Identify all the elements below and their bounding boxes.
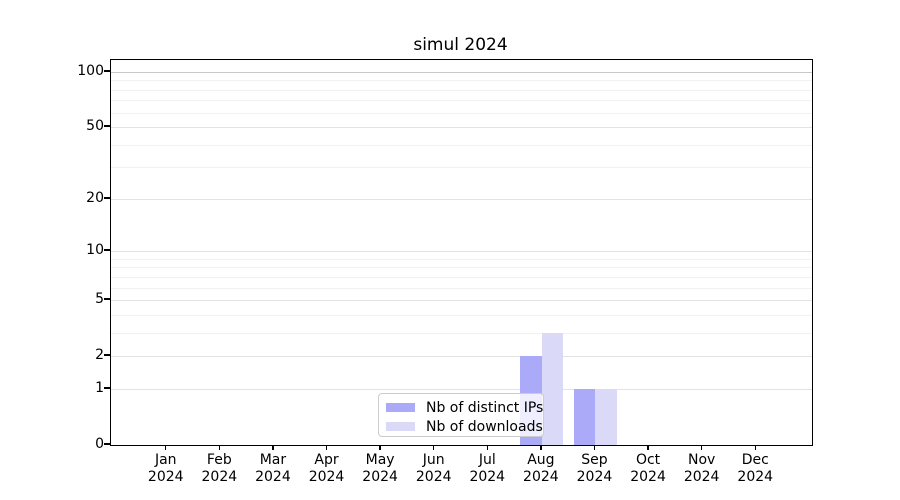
legend-row: Nb of distinct IPs bbox=[379, 398, 543, 417]
gridline-minor bbox=[111, 267, 812, 269]
gridline-minor bbox=[111, 144, 812, 146]
y-tick-label: 2 bbox=[95, 347, 104, 364]
gridline-minor bbox=[111, 258, 812, 260]
x-tick-label: Dec 2024 bbox=[737, 452, 774, 485]
legend-swatch bbox=[386, 403, 415, 412]
gridline-minor bbox=[111, 332, 812, 334]
x-tick bbox=[700, 445, 703, 450]
gridline-major bbox=[111, 71, 812, 73]
y-tick bbox=[104, 125, 110, 127]
x-tick-label: Aug 2024 bbox=[523, 452, 559, 485]
x-tick-label: Jan 2024 bbox=[147, 452, 184, 485]
gridline-major bbox=[111, 388, 812, 390]
gridline-major bbox=[111, 356, 812, 358]
x-tick bbox=[540, 445, 542, 450]
bar-distinct-ips bbox=[574, 388, 596, 445]
y-tick-label: 5 bbox=[95, 291, 104, 308]
y-tick bbox=[104, 197, 110, 199]
legend-label: Nb of distinct IPs bbox=[426, 399, 544, 416]
y-tick bbox=[104, 298, 110, 300]
plot-area: Nb of distinct IPs Nb of downloads bbox=[110, 59, 813, 446]
x-tick-label: Sep 2024 bbox=[576, 452, 613, 485]
y-tick bbox=[104, 443, 110, 445]
y-tick-label: 20 bbox=[86, 189, 104, 206]
gridline-minor bbox=[111, 167, 812, 169]
y-tick-label: 10 bbox=[86, 242, 104, 259]
x-tick-label: Nov 2024 bbox=[683, 452, 720, 485]
gridline-minor bbox=[111, 80, 812, 82]
chart-title: simul 2024 bbox=[413, 35, 508, 55]
x-tick-label: Feb 2024 bbox=[201, 452, 238, 485]
x-tick-label: Jun 2024 bbox=[415, 452, 452, 485]
x-tick bbox=[593, 445, 596, 450]
legend: Nb of distinct IPs Nb of downloads bbox=[378, 393, 544, 437]
legend-swatch bbox=[386, 422, 415, 431]
bar-downloads bbox=[595, 388, 617, 445]
gridline-minor bbox=[111, 89, 812, 91]
x-tick-label: May 2024 bbox=[362, 452, 398, 485]
x-tick bbox=[165, 445, 167, 450]
x-tick bbox=[325, 445, 328, 450]
x-tick bbox=[218, 445, 221, 450]
y-tick bbox=[104, 249, 110, 251]
x-tick bbox=[379, 445, 381, 450]
x-tick bbox=[647, 445, 649, 450]
gridline-major bbox=[111, 127, 812, 129]
gridline-minor bbox=[111, 100, 812, 102]
x-tick bbox=[486, 445, 488, 450]
bar-downloads bbox=[541, 332, 564, 445]
x-tick bbox=[754, 445, 756, 450]
legend-row: Nb of downloads bbox=[379, 417, 543, 436]
y-tick bbox=[104, 70, 110, 72]
y-tick bbox=[104, 387, 110, 389]
y-tick-label: 50 bbox=[86, 118, 104, 135]
x-tick-label: Apr 2024 bbox=[308, 452, 345, 485]
legend-label: Nb of downloads bbox=[426, 418, 543, 435]
y-tick-label: 100 bbox=[77, 62, 104, 79]
x-tick-label: Jul 2024 bbox=[469, 452, 506, 485]
gridline-major bbox=[111, 251, 812, 253]
gridline-major bbox=[111, 198, 812, 200]
gridline-minor bbox=[111, 276, 812, 278]
y-tick-label: 0 bbox=[95, 436, 104, 452]
gridline-minor bbox=[111, 112, 812, 114]
x-tick-label: Oct 2024 bbox=[630, 452, 666, 485]
y-tick-label: 1 bbox=[95, 379, 104, 396]
x-tick-label: Mar 2024 bbox=[255, 452, 291, 485]
x-tick bbox=[433, 445, 435, 450]
gridline-minor bbox=[111, 314, 812, 316]
gridline-major bbox=[111, 300, 812, 302]
y-tick bbox=[104, 354, 110, 356]
gridline-minor bbox=[111, 287, 812, 289]
x-tick bbox=[272, 445, 274, 450]
